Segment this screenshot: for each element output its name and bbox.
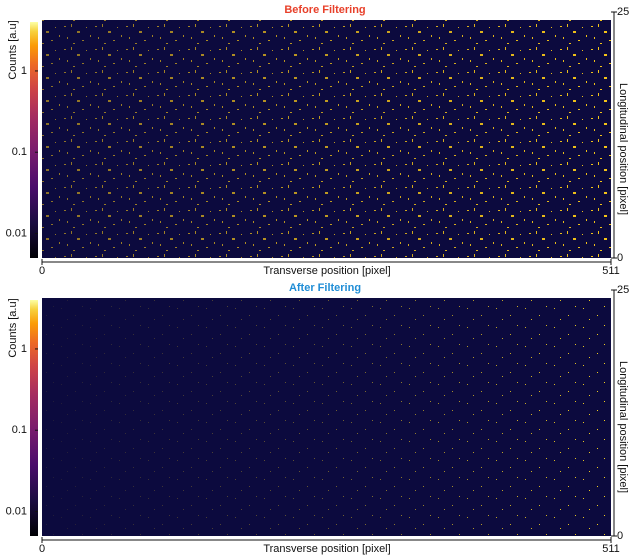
y2-tick-label: 255 xyxy=(617,284,629,296)
x-axis-label: Transverse position [pixel] xyxy=(263,543,390,555)
colorbar-tick-label: 0.01 xyxy=(6,227,27,239)
x-tick-label: 0 xyxy=(39,265,45,277)
heatmap-speckle xyxy=(42,298,611,536)
panel-title: Before Filtering xyxy=(284,4,365,16)
colorbar-tick-label: 0.01 xyxy=(6,505,27,517)
x-tick-label: 511 xyxy=(602,543,620,555)
panel-title: After Filtering xyxy=(289,282,361,294)
heatmap-speckle xyxy=(42,20,611,258)
colorbar-tick-label: 0.1 xyxy=(12,424,27,436)
y2-tick-label: 255 xyxy=(617,6,629,18)
y2-tick-label: 0 xyxy=(617,530,623,542)
colorbar-label: Counts [a.u] xyxy=(7,20,19,79)
colorbar-tick-label: 1 xyxy=(21,65,27,77)
colorbar-label: Counts [a.u] xyxy=(7,298,19,357)
y2-axis-label: Longitudinal position [pixel] xyxy=(617,361,629,493)
x-axis-label: Transverse position [pixel] xyxy=(263,265,390,277)
colorbar-tick-label: 1 xyxy=(21,343,27,355)
colorbar-tick-label: 0.1 xyxy=(12,146,27,158)
y2-tick-label: 0 xyxy=(617,252,623,264)
colorbar xyxy=(30,22,38,258)
x-tick-label: 511 xyxy=(602,265,620,277)
colorbar xyxy=(30,300,38,536)
y2-axis-label: Longitudinal position [pixel] xyxy=(617,83,629,215)
x-tick-label: 0 xyxy=(39,543,45,555)
